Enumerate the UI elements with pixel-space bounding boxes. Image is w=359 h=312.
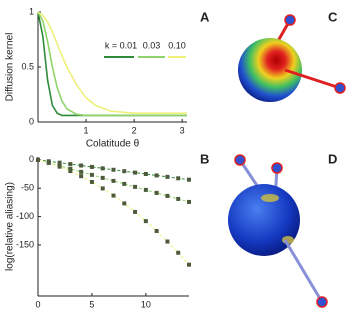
marker	[89, 179, 94, 184]
marker	[68, 169, 73, 174]
marker	[165, 193, 170, 198]
panel-label: D	[328, 151, 337, 166]
x-tick-label: 2	[132, 125, 137, 135]
marker	[122, 181, 127, 186]
marker	[133, 170, 138, 175]
y-tick-label: 1	[29, 6, 34, 16]
legend-label: k = 0.01	[105, 40, 137, 50]
series-line	[37, 11, 187, 117]
marker	[187, 199, 191, 204]
marker	[100, 186, 105, 191]
marker	[111, 193, 116, 198]
marker	[79, 163, 84, 168]
marker	[187, 262, 191, 267]
y-tick-label: -100	[16, 211, 34, 221]
sphere-c	[238, 14, 346, 102]
marker	[165, 239, 170, 244]
y-axis-title: log(relative aliasing)	[5, 182, 16, 271]
marker	[57, 160, 62, 165]
marker	[46, 160, 51, 165]
marker	[57, 164, 62, 169]
marker	[79, 174, 84, 179]
marker	[133, 209, 138, 214]
y-axis-title: Diffusion kernel	[5, 33, 16, 102]
panel-label: B	[200, 151, 209, 166]
marker	[176, 250, 181, 255]
marker	[165, 174, 170, 179]
x-tick-label: 3	[180, 125, 185, 135]
x-tick-label: 0	[35, 299, 40, 309]
marker	[111, 167, 116, 172]
y-tick-label: -50	[21, 183, 34, 193]
marker	[176, 176, 181, 181]
series-line	[37, 159, 190, 203]
legend-label: 0.10	[168, 40, 186, 50]
y-tick-label: 0	[29, 116, 34, 126]
marker	[68, 166, 73, 171]
marker	[154, 190, 159, 195]
marker	[143, 172, 148, 177]
panel-label: C	[328, 9, 338, 24]
y-tick-label: 0	[29, 154, 34, 164]
marker	[68, 162, 73, 167]
marker	[176, 196, 181, 201]
marker	[36, 157, 40, 162]
x-tick-label: 5	[89, 299, 94, 309]
marker	[122, 201, 127, 206]
y-tick-label: 0.5	[21, 61, 34, 71]
marker	[79, 169, 84, 174]
marker	[154, 228, 159, 233]
marker	[111, 178, 116, 183]
marker	[89, 172, 94, 177]
marker	[122, 169, 127, 174]
sphere-d	[228, 154, 328, 308]
marker	[100, 175, 105, 180]
series-line	[37, 11, 187, 114]
marker	[89, 164, 94, 169]
series-line	[37, 159, 190, 266]
marker	[187, 177, 191, 182]
y-tick-label: -150	[16, 239, 34, 249]
legend-label: 0.03	[143, 40, 161, 50]
x-axis-title: Colatitude θ	[86, 139, 140, 150]
marker	[143, 219, 148, 224]
marker	[133, 184, 138, 189]
marker	[154, 173, 159, 178]
series-line	[37, 11, 187, 117]
x-tick-label: 10	[141, 299, 151, 309]
x-tick-label: 1	[84, 125, 89, 135]
marker	[100, 166, 105, 171]
marker	[143, 187, 148, 192]
panel-label: A	[200, 9, 210, 24]
